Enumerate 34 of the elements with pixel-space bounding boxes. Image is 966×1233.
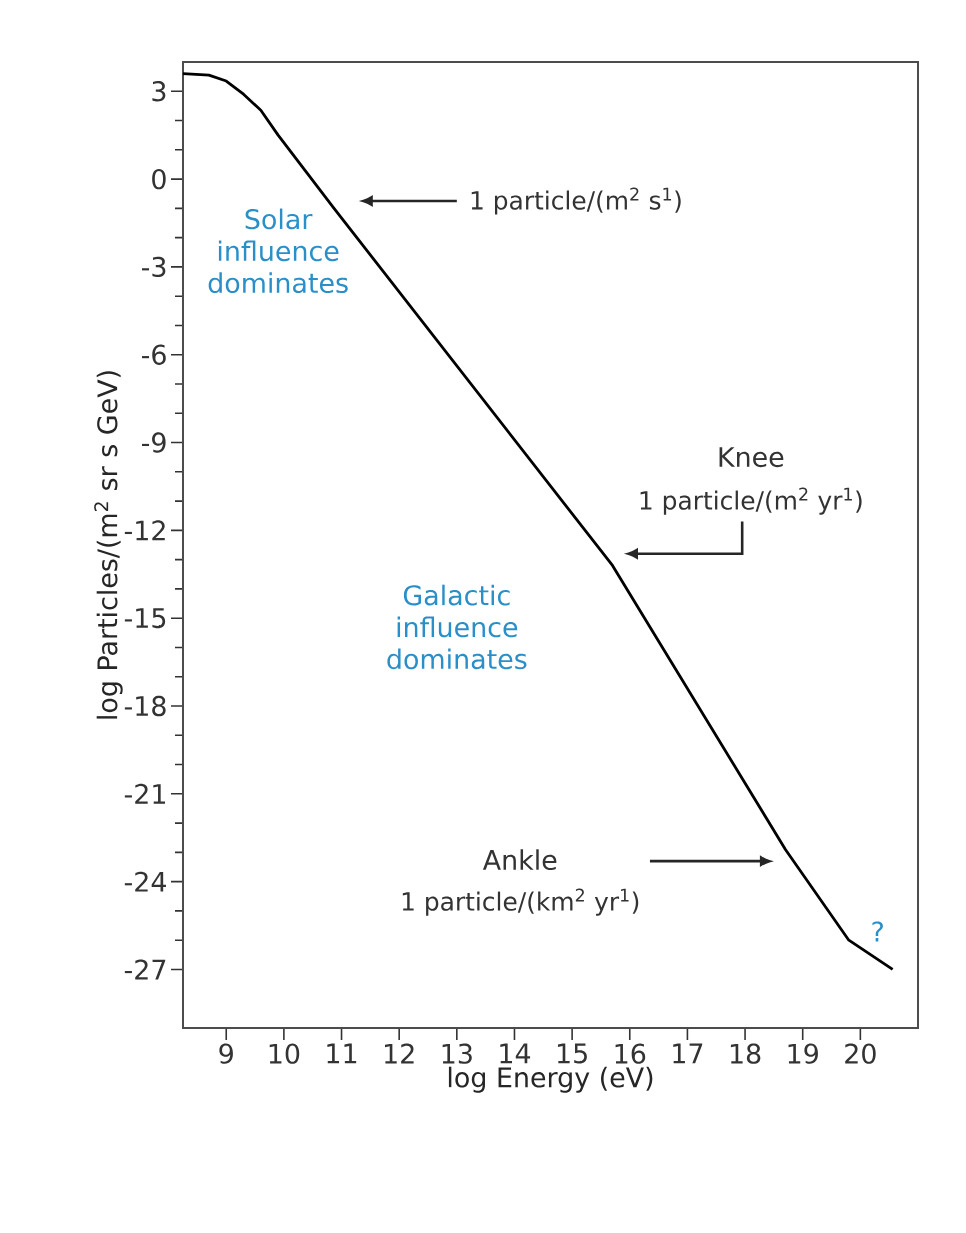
annotation: Ankle xyxy=(482,849,557,871)
x-tick-label: 10 xyxy=(269,1043,300,1064)
y-tick-label: -9 xyxy=(141,432,166,453)
annotation: 1 particle/(m$^{2}$ s$^{1}$) xyxy=(471,187,681,215)
x-tick-label: 20 xyxy=(845,1043,876,1064)
x-axis-title: log Energy (eV) xyxy=(448,1066,653,1093)
x-tick-label: 19 xyxy=(788,1043,818,1064)
y-tick-label: 3 xyxy=(152,81,166,102)
y-tick-label: -3 xyxy=(141,256,166,278)
annotation: 1 particle/(km$^{2}$ yr$^{1}$) xyxy=(402,888,639,916)
annotation: Galactic influence dominates xyxy=(387,584,527,670)
y-tick-label: -24 xyxy=(124,871,166,892)
x-tick-label: 15 xyxy=(557,1043,587,1064)
y-tick-label: 0 xyxy=(152,168,166,190)
x-tick-label: 18 xyxy=(730,1043,761,1064)
annotation: Knee xyxy=(719,447,784,468)
y-tick-label: -21 xyxy=(124,783,165,804)
line-series xyxy=(181,72,895,971)
x-tick-label: 12 xyxy=(385,1043,414,1064)
y-tick-label: -6 xyxy=(141,344,166,365)
y-tick-label: -12 xyxy=(124,520,165,541)
x-tick-label: 14 xyxy=(500,1043,531,1064)
y-tick-label: -27 xyxy=(124,959,166,980)
annotation: 1 particle/(m$^{2}$ yr$^{1}$) xyxy=(640,487,862,515)
x-tick-label: 17 xyxy=(673,1043,703,1064)
x-tick-label: 9 xyxy=(219,1043,233,1064)
y-tick-label: -15 xyxy=(124,608,166,629)
x-tick-label: 16 xyxy=(615,1043,646,1064)
x-tick-label: 11 xyxy=(327,1043,357,1064)
y-axis-title: log Particles/(m$^{2}$ sr s GeV) xyxy=(94,371,123,719)
x-tick-label: 13 xyxy=(442,1043,472,1064)
y-tick-label: -18 xyxy=(124,695,166,717)
annotation: Solar influence dominates xyxy=(208,208,348,294)
annotation: ? xyxy=(872,921,883,942)
